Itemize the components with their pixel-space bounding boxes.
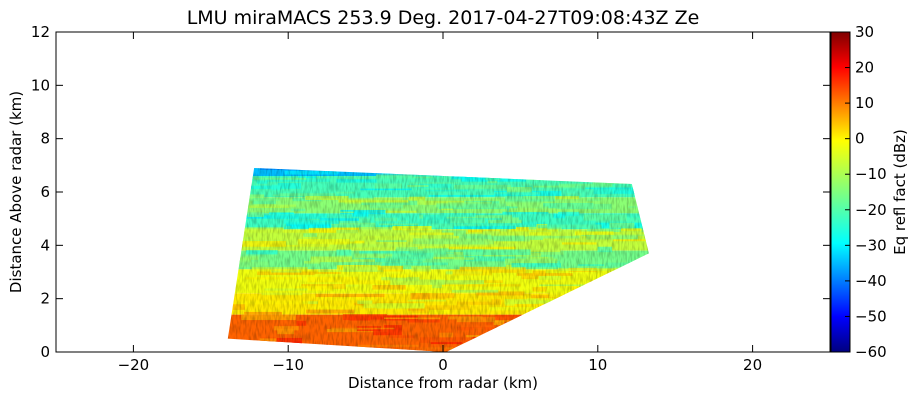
x-tick-label: 0 <box>438 356 448 374</box>
x-tick-label: 20 <box>743 356 762 374</box>
colorbar: 30 20 10 0 −10 −20 −30 −40 −50 −60 Eq refl fact (… <box>830 23 909 361</box>
y-tick-label: 10 <box>31 76 50 94</box>
x-tick-label: −20 <box>118 356 150 374</box>
colorbar-label: Eq refl fact (dBz) <box>891 129 909 255</box>
x-axis-label: Distance from radar (km) <box>348 374 538 392</box>
colorbar-tick-label: −60 <box>855 343 887 361</box>
colorbar-gradient <box>830 31 851 353</box>
colorbar-tick-label: −40 <box>855 272 887 290</box>
colorbar-tick-label: 30 <box>855 23 874 41</box>
y-axis-label: Distance Above radar (km) <box>7 91 25 293</box>
radar-data-field <box>227 168 649 352</box>
colorbar-tick-label: 20 <box>855 59 874 77</box>
colorbar-ticks: 30 20 10 0 −10 −20 −30 −40 −50 −60 <box>845 23 887 361</box>
y-tick-label: 0 <box>40 343 50 361</box>
y-tick-label: 2 <box>40 290 50 308</box>
y-tick-label: 12 <box>31 23 50 41</box>
x-tick-label: −10 <box>272 356 304 374</box>
y-tick-label: 8 <box>40 130 50 148</box>
colorbar-tick-label: 0 <box>855 130 865 148</box>
y-axis: 0 2 4 6 8 10 12 <box>31 23 830 361</box>
x-axis: −20 −10 0 10 20 <box>118 32 762 374</box>
colorbar-tick-label: −20 <box>855 201 887 219</box>
y-tick-label: 4 <box>40 236 50 254</box>
plot-area <box>227 168 649 352</box>
colorbar-tick-label: −50 <box>855 307 887 325</box>
reflectivity-layer-1 <box>227 168 649 176</box>
x-tick-label: 10 <box>588 356 607 374</box>
chart-title: LMU miraMACS 253.9 Deg. 2017-04-27T09:08… <box>187 7 700 29</box>
colorbar-tick-label: 10 <box>855 94 874 112</box>
y-tick-label: 6 <box>40 183 50 201</box>
colorbar-tick-label: −10 <box>855 165 887 183</box>
colorbar-tick-label: −30 <box>855 236 887 254</box>
